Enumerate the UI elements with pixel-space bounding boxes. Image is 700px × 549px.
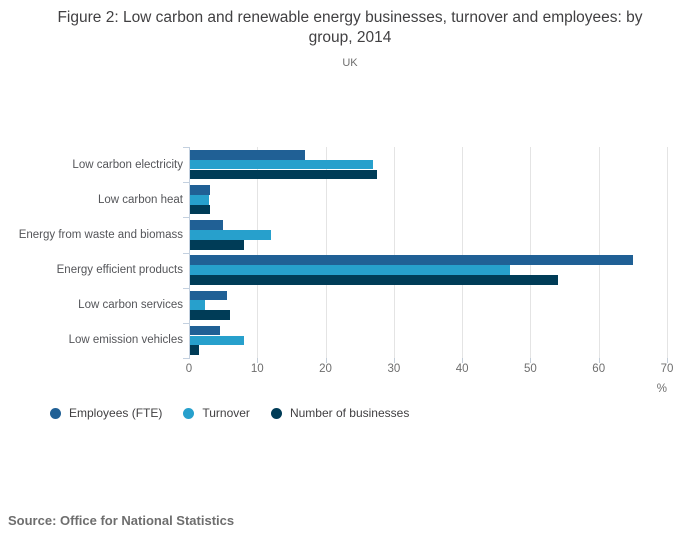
category-label: Low carbon services	[78, 299, 183, 312]
y-axis-tick	[183, 147, 189, 148]
bar-number-of-businesses-energy-from-waste-and-biomass[interactable]	[190, 239, 244, 250]
legend-item-turnover[interactable]: Turnover	[183, 406, 250, 420]
y-axis-tick	[183, 182, 189, 183]
x-tick-label: 60	[592, 363, 606, 375]
bar-turnover-low-carbon-electricity[interactable]	[190, 159, 374, 170]
bar-turnover-energy-efficient-products[interactable]	[190, 265, 510, 275]
x-tick-label: 50	[524, 363, 537, 375]
x-axis-tick	[667, 358, 668, 363]
source-note: Source: Office for National Statistics	[8, 513, 235, 528]
bar-employees-fte-low-emission-vehicles[interactable]	[190, 325, 220, 336]
category-label: Energy efficient products	[56, 264, 183, 277]
bar-turnover-low-carbon-services[interactable]	[190, 300, 206, 311]
gridline	[667, 147, 668, 358]
bar-employees-fte-low-carbon-electricity[interactable]	[190, 149, 306, 160]
x-tick-label: 0	[185, 363, 193, 375]
x-tick-label: 40	[455, 363, 469, 375]
y-axis-tick	[183, 288, 189, 289]
x-axis-tick	[257, 358, 259, 363]
x-tick-label: 10	[250, 363, 264, 375]
legend-item-label: Turnover	[202, 406, 250, 420]
category-label: Low carbon electricity	[72, 158, 183, 171]
x-tick-label: 30	[387, 363, 401, 375]
y-axis-tick	[183, 253, 189, 254]
chart-title: Figure 2: Low carbon and renewable energ…	[57, 9, 643, 46]
bar-turnover-low-emission-vehicles[interactable]	[190, 335, 244, 346]
bar-employees-fte-low-carbon-services[interactable]	[190, 290, 227, 301]
bar-number-of-businesses-energy-efficient-products[interactable]	[190, 275, 558, 285]
x-tick-label: 20	[319, 363, 332, 375]
gridline	[462, 147, 464, 358]
y-axis-tick	[183, 217, 189, 218]
bar-employees-fte-low-carbon-heat[interactable]	[190, 185, 210, 195]
bar-number-of-businesses-low-emission-vehicles[interactable]	[190, 345, 200, 356]
legend-marker-icon	[183, 407, 195, 419]
x-axis-tick	[393, 358, 395, 363]
category-label: Low carbon heat	[97, 193, 183, 206]
bar-employees-fte-energy-from-waste-and-biomass[interactable]	[190, 220, 224, 230]
x-axis-tick	[462, 358, 464, 363]
category-label: Energy from waste and biomass	[18, 228, 183, 241]
x-axis-unit-label: %	[656, 383, 667, 395]
y-axis-tick	[183, 358, 189, 359]
chart-subtitle: UK	[342, 57, 358, 69]
legend-marker-icon	[50, 407, 61, 419]
x-tick-label: 70	[660, 363, 674, 375]
legend-marker-icon	[270, 407, 282, 419]
bar-turnover-energy-from-waste-and-biomass[interactable]	[190, 230, 271, 240]
x-axis-tick	[598, 358, 600, 363]
bar-employees-fte-energy-efficient-products[interactable]	[190, 255, 633, 266]
x-axis-tick	[325, 358, 327, 363]
gridline	[530, 147, 532, 358]
legend-item-employees-fte[interactable]: Employees (FTE)	[50, 406, 162, 420]
bar-number-of-businesses-low-carbon-services[interactable]	[190, 310, 230, 320]
gridline	[393, 147, 395, 358]
gridline	[257, 147, 259, 358]
x-axis-tick	[530, 358, 532, 363]
category-label: Low emission vehicles	[68, 334, 183, 347]
legend-item-label: Employees (FTE)	[69, 406, 163, 420]
bar-number-of-businesses-low-carbon-electricity[interactable]	[190, 169, 377, 180]
legend-item-label: Number of businesses	[289, 406, 410, 420]
y-axis-line	[189, 147, 190, 359]
bar-number-of-businesses-low-carbon-heat[interactable]	[190, 204, 211, 215]
y-axis-tick	[183, 323, 189, 324]
bar-turnover-low-carbon-heat[interactable]	[190, 194, 209, 205]
gridline	[598, 147, 600, 358]
legend: Employees (FTE) Turnover Number of busines…	[50, 406, 409, 420]
legend-item-number-of-businesses[interactable]: Number of businesses	[270, 406, 410, 420]
gridline	[325, 147, 327, 358]
